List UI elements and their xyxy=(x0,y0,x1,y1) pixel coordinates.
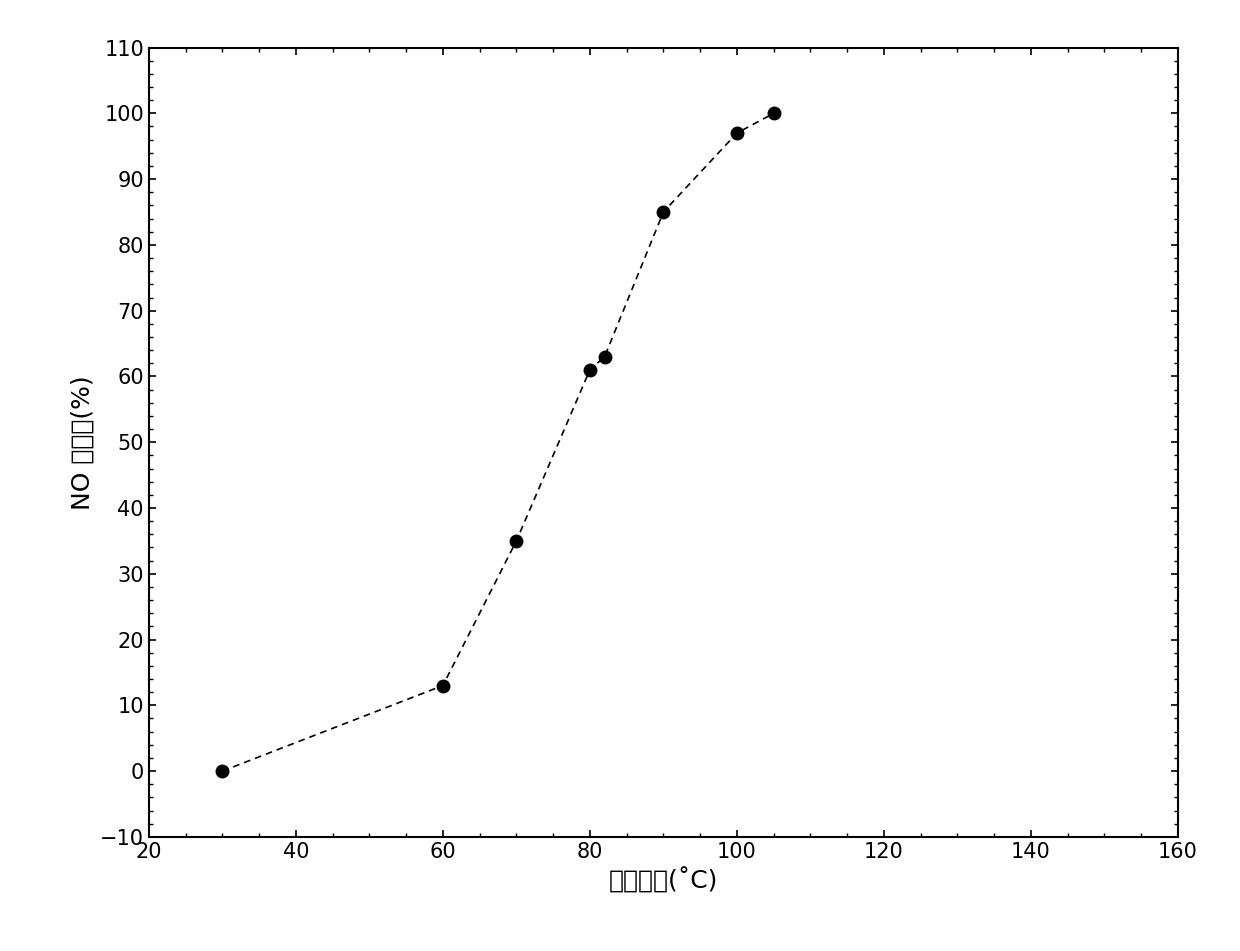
Y-axis label: NO 脉除率(%): NO 脉除率(%) xyxy=(71,375,94,510)
X-axis label: 反应温度(˚C): 反应温度(˚C) xyxy=(609,867,718,894)
